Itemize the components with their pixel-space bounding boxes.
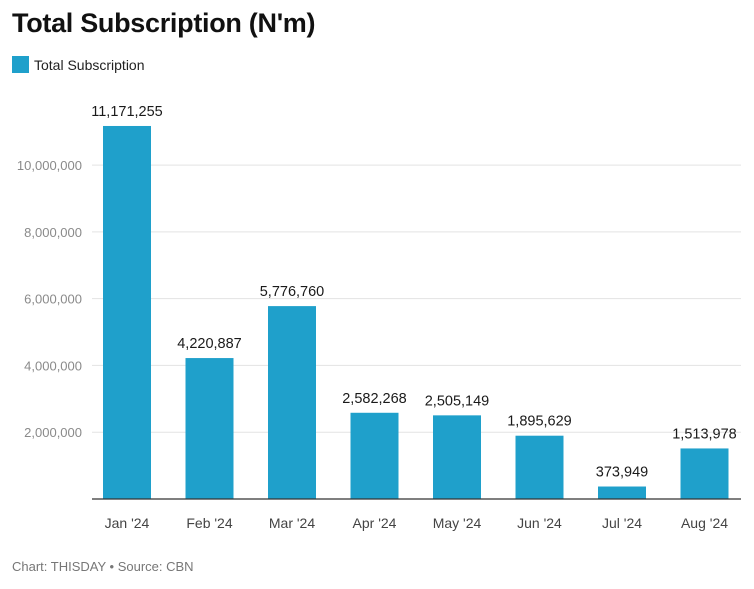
x-tick-label: Aug '24 xyxy=(681,515,728,531)
x-tick-label: Jun '24 xyxy=(517,515,562,531)
x-tick-label: Jan '24 xyxy=(105,515,150,531)
x-tick-label: Mar '24 xyxy=(269,515,315,531)
chart-source: Chart: THISDAY • Source: CBN xyxy=(12,559,194,574)
bar xyxy=(350,412,399,499)
y-tick-label: 6,000,000 xyxy=(24,292,82,307)
bar-value-label: 11,171,255 xyxy=(91,104,163,120)
bar-value-labels: 11,171,255 4,220,887 5,776,760 2,582,268 2,5… xyxy=(91,104,737,481)
bar-value-label: 2,505,149 xyxy=(425,393,490,409)
y-tick-label: 2,000,000 xyxy=(24,425,82,440)
x-axis-ticks: Jan '24 Feb '24 Mar '24 Apr '24 May '24 Jun '… xyxy=(105,515,729,531)
y-tick-label: 10,000,000 xyxy=(17,158,82,173)
bar xyxy=(598,486,646,499)
bar xyxy=(515,435,564,499)
bar xyxy=(185,358,234,499)
y-tick-label: 8,000,000 xyxy=(24,225,82,240)
bar-value-label: 373,949 xyxy=(596,465,648,481)
bar xyxy=(103,125,151,499)
x-tick-label: Jul '24 xyxy=(602,515,642,531)
legend: Total Subscription xyxy=(12,56,145,73)
bar-value-label: 4,220,887 xyxy=(177,336,242,352)
bars xyxy=(103,125,729,499)
x-tick-label: May '24 xyxy=(433,515,482,531)
bar-value-label: 1,895,629 xyxy=(507,414,572,430)
x-tick-label: Apr '24 xyxy=(353,515,397,531)
bar-value-label: 1,513,978 xyxy=(672,426,737,442)
x-tick-label: Feb '24 xyxy=(186,515,232,531)
y-tick-label: 4,000,000 xyxy=(24,358,82,373)
legend-swatch xyxy=(12,56,29,73)
bar-value-label: 2,582,268 xyxy=(342,391,407,407)
bar xyxy=(680,448,729,499)
bar xyxy=(433,415,481,499)
bar xyxy=(268,306,316,499)
bar-value-label: 5,776,760 xyxy=(260,284,325,300)
y-axis-ticks: 2,000,000 4,000,000 6,000,000 8,000,000 10,0… xyxy=(17,158,82,440)
legend-label: Total Subscription xyxy=(34,56,145,73)
chart-title: Total Subscription (N'm) xyxy=(12,8,316,38)
